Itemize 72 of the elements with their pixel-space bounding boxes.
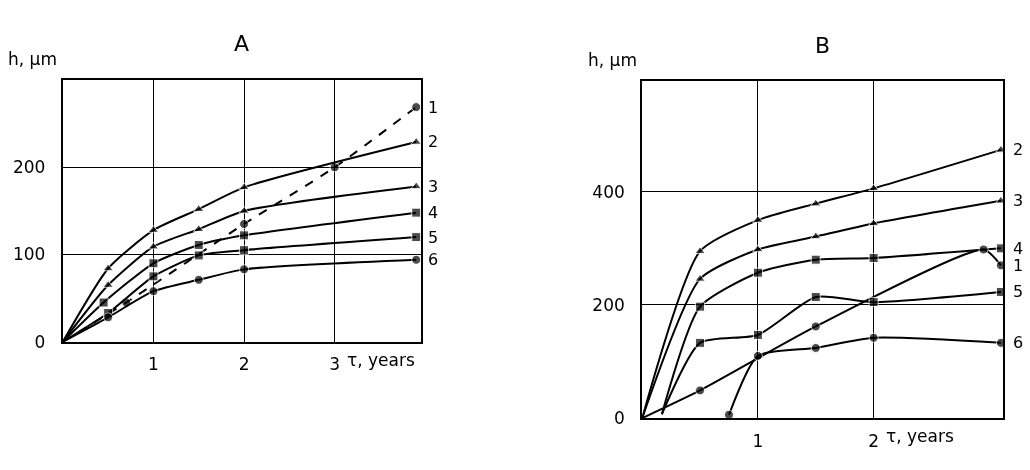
point xyxy=(695,337,706,348)
point xyxy=(868,297,879,308)
point xyxy=(810,231,822,240)
point xyxy=(193,239,204,250)
point xyxy=(239,230,250,241)
point xyxy=(102,263,114,272)
series-label: 2 xyxy=(1013,140,1024,159)
series-label: 3 xyxy=(428,177,439,196)
point xyxy=(868,252,879,263)
point xyxy=(329,162,340,173)
y-tick-label: 0 xyxy=(34,331,46,352)
point xyxy=(411,232,421,243)
point xyxy=(752,350,763,361)
point xyxy=(995,243,1004,254)
point xyxy=(810,198,822,207)
point xyxy=(695,301,706,312)
point xyxy=(810,342,821,353)
series-label: 5 xyxy=(1013,282,1024,301)
y-tick-label: 100 xyxy=(12,244,46,265)
point xyxy=(238,182,250,191)
y-tick-label: 200 xyxy=(12,157,46,178)
point xyxy=(148,271,159,282)
point xyxy=(148,286,159,297)
point xyxy=(695,385,706,396)
point xyxy=(148,258,159,269)
point xyxy=(410,181,421,190)
point xyxy=(752,267,763,278)
point xyxy=(410,136,421,145)
point xyxy=(238,205,250,214)
x-tick-label: 3 xyxy=(329,354,341,375)
point xyxy=(239,219,250,229)
point xyxy=(411,254,421,265)
point xyxy=(810,254,821,265)
point xyxy=(995,260,1004,271)
series-label: 3 xyxy=(1013,191,1024,210)
point xyxy=(411,207,421,218)
y-axis-title: h, µm xyxy=(8,49,57,69)
series-label: 4 xyxy=(428,203,439,222)
point xyxy=(239,245,250,256)
point xyxy=(978,244,989,255)
series-label: 6 xyxy=(428,250,439,269)
y-tick-label: 200 xyxy=(592,294,625,315)
point xyxy=(995,337,1004,348)
point xyxy=(995,286,1004,297)
point xyxy=(752,329,763,340)
series-label: 1 xyxy=(1013,256,1024,275)
series-label: 4 xyxy=(1013,239,1024,258)
point xyxy=(411,102,421,113)
point xyxy=(239,264,250,275)
y-axis-title: h, µm xyxy=(588,50,637,70)
y-tick-label: 0 xyxy=(613,408,625,429)
point xyxy=(810,292,821,303)
x-axis-title: τ, years xyxy=(886,426,954,446)
point xyxy=(723,409,734,419)
series-label: 1 xyxy=(428,98,439,117)
series-label: 5 xyxy=(428,228,439,247)
point xyxy=(752,244,764,253)
point xyxy=(868,332,879,343)
point xyxy=(810,321,821,332)
x-tick-label: 2 xyxy=(238,354,250,375)
chart-title: A xyxy=(234,31,250,56)
point xyxy=(193,274,204,285)
series-label: 2 xyxy=(428,132,439,151)
point xyxy=(193,250,204,261)
x-tick-label: 1 xyxy=(148,354,159,375)
x-axis-title: τ, years xyxy=(347,350,415,370)
point xyxy=(103,312,114,323)
chart-title: B xyxy=(815,33,831,58)
y-tick-label: 400 xyxy=(592,181,625,202)
point xyxy=(98,297,109,308)
point xyxy=(694,273,706,282)
series-label: 6 xyxy=(1013,333,1024,352)
